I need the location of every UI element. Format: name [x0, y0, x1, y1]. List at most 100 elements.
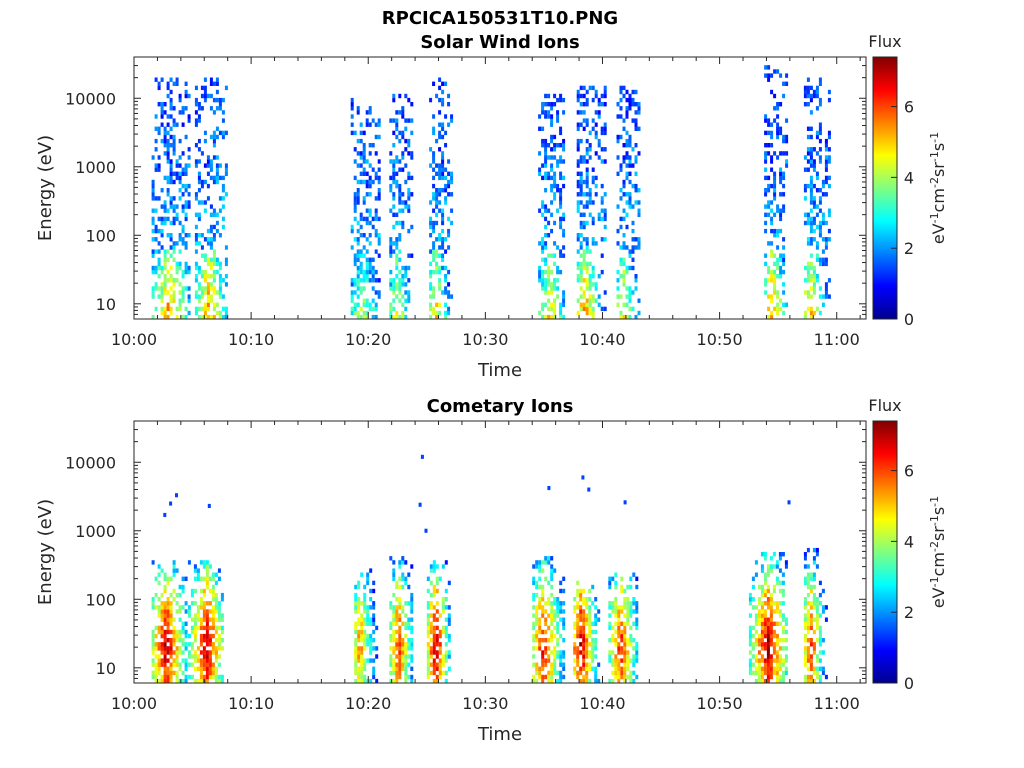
spectrogram-cell	[217, 605, 221, 610]
spectrogram-cell	[591, 314, 595, 320]
spectrogram-cell	[824, 237, 828, 242]
spectrogram-cell	[438, 188, 442, 193]
spectrogram-cell	[401, 167, 405, 172]
spectrogram-cell	[175, 163, 179, 168]
spectrogram-cell	[362, 245, 366, 250]
spectrogram-cell	[208, 617, 212, 622]
spectrogram-cell	[824, 290, 828, 295]
spectrogram-cell	[773, 290, 777, 295]
spectrogram-cell	[151, 642, 155, 647]
spectrogram-cell	[608, 650, 612, 655]
spectrogram-cell	[625, 155, 629, 160]
spectrogram-cell	[178, 138, 182, 144]
spectrogram-cell	[184, 200, 188, 205]
spectrogram-cell	[178, 233, 182, 238]
spectrogram-cell	[181, 629, 185, 635]
spectrogram-cell	[377, 167, 381, 172]
spectrogram-cell	[157, 572, 161, 577]
spectrogram-cell	[806, 621, 810, 626]
spectrogram-cell	[362, 179, 366, 185]
spectrogram-cell	[217, 642, 221, 647]
spectrogram-cell	[827, 175, 831, 181]
spectrogram-cell	[556, 597, 560, 602]
spectrogram-cell	[616, 228, 620, 234]
spectrogram-cell	[541, 163, 545, 168]
spectrogram-cell	[821, 650, 825, 655]
spectrogram-cell	[597, 678, 601, 684]
spectrogram-cell	[760, 638, 764, 643]
spectrogram-cell	[767, 118, 771, 123]
spectrogram-cell	[550, 568, 554, 573]
spectrogram-cell	[157, 666, 161, 671]
spectrogram-cell	[175, 159, 179, 164]
spectrogram-cell	[751, 654, 755, 659]
spectrogram-cell	[154, 306, 158, 312]
spectrogram-cell	[369, 621, 373, 626]
spectrogram-cell	[356, 138, 360, 144]
spectrogram-cell	[432, 310, 436, 316]
spectrogram-cell	[166, 580, 170, 586]
spectrogram-cell	[208, 642, 212, 647]
spectrogram-cell	[541, 200, 545, 205]
spectrogram-cell	[194, 122, 198, 127]
spectrogram-cell	[375, 678, 379, 684]
spectrogram-cell	[435, 609, 439, 614]
spectrogram-cell	[374, 278, 378, 283]
spectrogram-cell	[392, 670, 396, 676]
spectrogram-cell	[357, 678, 361, 684]
spectrogram-cell	[582, 253, 586, 258]
spectrogram-cell	[632, 662, 636, 667]
spectrogram-cell	[751, 662, 755, 667]
spectrogram-cell	[772, 621, 776, 626]
spectrogram-cell	[362, 253, 366, 258]
spectrogram-cell	[772, 564, 776, 569]
spectrogram-cell	[764, 151, 768, 156]
spectrogram-cell	[634, 89, 638, 95]
spectrogram-cell	[392, 97, 396, 103]
spectrogram-cell	[576, 208, 580, 213]
spectrogram-cell	[782, 282, 786, 287]
spectrogram-cell	[634, 110, 638, 115]
spectrogram-cell	[196, 609, 200, 614]
spectrogram-cell	[585, 642, 589, 647]
spectrogram-cell	[603, 85, 607, 91]
spectrogram-cell	[163, 261, 167, 267]
spectrogram-cell	[579, 171, 583, 176]
spectrogram-cell	[369, 642, 373, 647]
spectrogram-cell	[160, 282, 164, 287]
spectrogram-cell	[559, 588, 563, 594]
spectrogram-cell	[160, 102, 164, 107]
spectrogram-cell	[203, 274, 207, 279]
spectrogram-cell	[628, 163, 632, 168]
spectrogram-cell	[544, 560, 548, 565]
spectrogram-cell	[770, 274, 774, 279]
spectrogram-cell	[377, 159, 381, 164]
spectrogram-cell	[824, 605, 828, 610]
spectrogram-cell	[585, 597, 589, 602]
spectrogram-cell	[803, 183, 807, 189]
spectrogram-cell	[206, 196, 210, 201]
spectrogram-cell	[550, 650, 554, 655]
spectrogram-cell	[368, 233, 372, 238]
spectrogram-cell	[154, 114, 158, 119]
spectrogram-cell	[541, 605, 545, 610]
spectrogram-cell	[576, 674, 580, 680]
spectrogram-cell	[773, 196, 777, 201]
spectrogram-cell	[550, 629, 554, 635]
spectrogram-cell	[806, 576, 810, 581]
spectrogram-cell	[447, 306, 451, 312]
spectrogram-cell	[187, 633, 191, 639]
spectrogram-cell	[181, 106, 185, 111]
spectrogram-cell	[395, 212, 399, 217]
spectrogram-cell	[163, 576, 167, 581]
spectrogram-cell	[559, 580, 563, 586]
spectrogram-cell	[354, 646, 358, 651]
spectrogram-cell	[450, 114, 454, 119]
spectrogram-cell	[763, 662, 767, 667]
spectrogram-cell	[200, 93, 204, 99]
spectrogram-cell	[184, 245, 188, 250]
spectrogram-cell	[368, 241, 372, 246]
spectrogram-cell	[184, 674, 188, 680]
spectrogram-cell	[824, 175, 828, 181]
spectrogram-cell	[438, 310, 442, 316]
